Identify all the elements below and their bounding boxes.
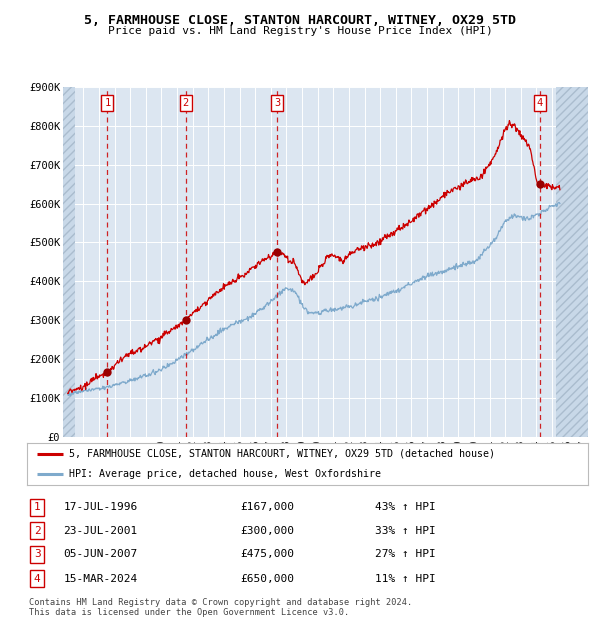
Bar	[556, 87, 588, 437]
Text: £167,000: £167,000	[240, 502, 294, 512]
Text: 17-JUL-1996: 17-JUL-1996	[64, 502, 138, 512]
Text: 11% ↑ HPI: 11% ↑ HPI	[375, 574, 436, 584]
Bar	[63, 87, 76, 437]
Text: 4: 4	[536, 98, 543, 108]
Text: 2: 2	[34, 526, 40, 536]
Text: 1: 1	[104, 98, 110, 108]
Text: 27% ↑ HPI: 27% ↑ HPI	[375, 549, 436, 559]
Text: £475,000: £475,000	[240, 549, 294, 559]
Text: This data is licensed under the Open Government Licence v3.0.: This data is licensed under the Open Gov…	[29, 608, 349, 617]
Text: 3: 3	[274, 98, 281, 108]
Text: 15-MAR-2024: 15-MAR-2024	[64, 574, 138, 584]
Text: 2: 2	[182, 98, 189, 108]
Text: 4: 4	[34, 574, 40, 584]
Text: 23-JUL-2001: 23-JUL-2001	[64, 526, 138, 536]
Text: HPI: Average price, detached house, West Oxfordshire: HPI: Average price, detached house, West…	[69, 469, 381, 479]
Text: £650,000: £650,000	[240, 574, 294, 584]
Text: £300,000: £300,000	[240, 526, 294, 536]
Text: 1: 1	[34, 502, 40, 512]
Text: Contains HM Land Registry data © Crown copyright and database right 2024.: Contains HM Land Registry data © Crown c…	[29, 598, 412, 607]
Text: 5, FARMHOUSE CLOSE, STANTON HARCOURT, WITNEY, OX29 5TD: 5, FARMHOUSE CLOSE, STANTON HARCOURT, WI…	[84, 14, 516, 27]
Text: 05-JUN-2007: 05-JUN-2007	[64, 549, 138, 559]
Text: 43% ↑ HPI: 43% ↑ HPI	[375, 502, 436, 512]
Text: 33% ↑ HPI: 33% ↑ HPI	[375, 526, 436, 536]
Text: Price paid vs. HM Land Registry's House Price Index (HPI): Price paid vs. HM Land Registry's House …	[107, 26, 493, 36]
Text: 3: 3	[34, 549, 40, 559]
Text: 5, FARMHOUSE CLOSE, STANTON HARCOURT, WITNEY, OX29 5TD (detached house): 5, FARMHOUSE CLOSE, STANTON HARCOURT, WI…	[69, 449, 495, 459]
